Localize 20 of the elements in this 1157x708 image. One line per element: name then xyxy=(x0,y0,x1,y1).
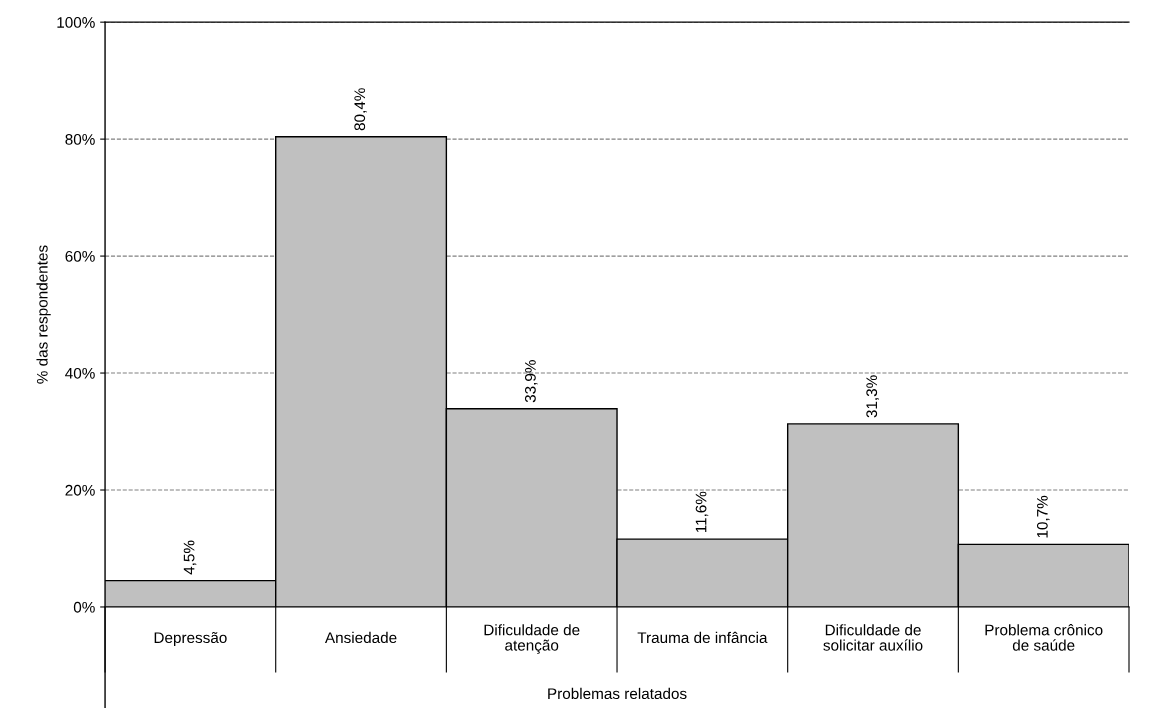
y-tick-label: 60% xyxy=(65,250,95,262)
x-tick-label: Problema crônico de saúde xyxy=(985,624,1103,651)
data-label: 11,6% xyxy=(695,491,709,533)
x-axis-title: Problemas relatados xyxy=(548,687,687,700)
data-label: 10,7% xyxy=(1036,495,1050,538)
y-tick-label: 0% xyxy=(73,601,95,613)
x-tick-label: Trauma de infância xyxy=(637,631,768,644)
y-axis-title: % das respondentes xyxy=(36,245,51,384)
x-tick-label: Ansiedade xyxy=(324,631,397,644)
data-label: 33,9% xyxy=(524,360,538,403)
data-label: 4,5% xyxy=(183,540,197,575)
data-label: 31,3% xyxy=(866,375,879,418)
y-tick-label: 20% xyxy=(65,484,95,496)
x-tick-label: Depressão xyxy=(154,631,227,647)
data-label: 80,4% xyxy=(354,88,367,131)
y-tick-label: 100% xyxy=(57,17,95,28)
y-tick-label: 80% xyxy=(65,133,95,145)
x-tick-label: Dificuldade de atenção xyxy=(484,624,580,654)
y-tick-label: 40% xyxy=(65,367,95,379)
x-tick-label: Dificuldade de solicitar auxílio xyxy=(823,624,923,651)
